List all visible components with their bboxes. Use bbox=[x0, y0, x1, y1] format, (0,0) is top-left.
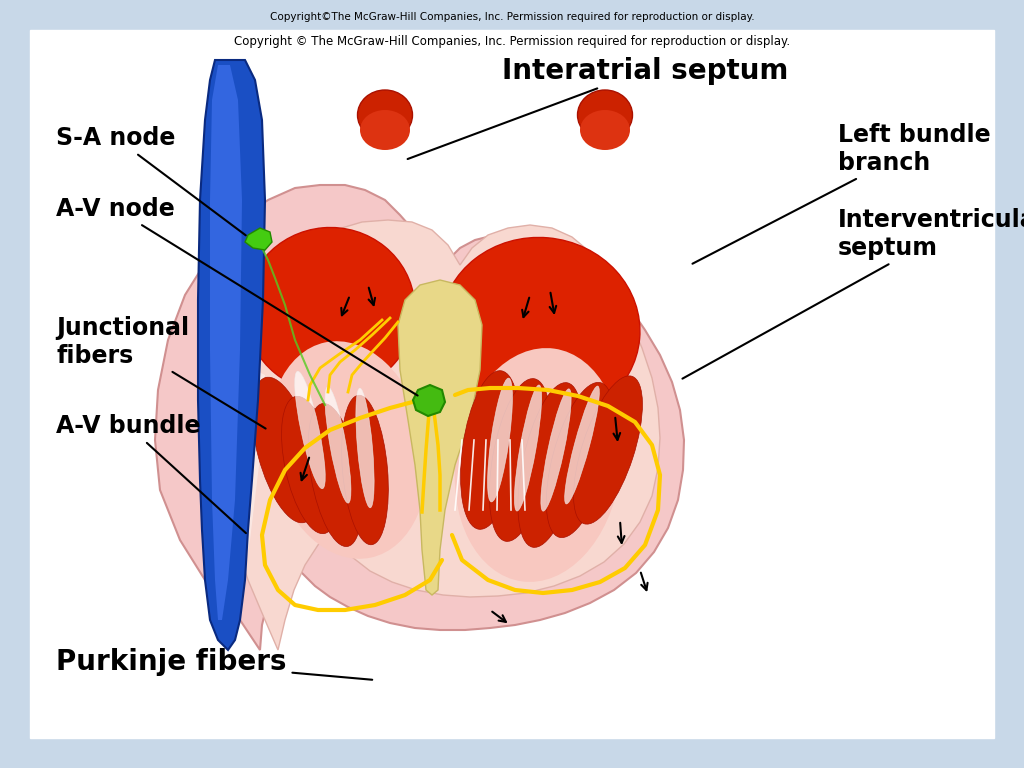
Ellipse shape bbox=[325, 387, 351, 503]
Ellipse shape bbox=[573, 376, 642, 524]
Polygon shape bbox=[218, 220, 660, 650]
Ellipse shape bbox=[357, 90, 413, 140]
Ellipse shape bbox=[308, 403, 361, 547]
Ellipse shape bbox=[578, 90, 633, 140]
Ellipse shape bbox=[440, 237, 640, 422]
Ellipse shape bbox=[487, 378, 512, 502]
Ellipse shape bbox=[564, 386, 599, 504]
Ellipse shape bbox=[342, 396, 388, 545]
Polygon shape bbox=[398, 280, 482, 595]
Ellipse shape bbox=[245, 227, 415, 392]
Ellipse shape bbox=[360, 110, 410, 150]
Ellipse shape bbox=[269, 341, 427, 559]
Text: Purkinje fibers: Purkinje fibers bbox=[56, 648, 373, 680]
Text: Copyright©The McGraw-Hill Companies, Inc. Permission required for reproduction o: Copyright©The McGraw-Hill Companies, Inc… bbox=[269, 12, 755, 22]
Polygon shape bbox=[245, 228, 272, 250]
Ellipse shape bbox=[461, 371, 519, 529]
Ellipse shape bbox=[282, 396, 339, 534]
Polygon shape bbox=[413, 385, 445, 416]
Text: A-V node: A-V node bbox=[56, 197, 418, 396]
Polygon shape bbox=[238, 370, 265, 560]
Text: S-A node: S-A node bbox=[56, 126, 246, 235]
Ellipse shape bbox=[455, 348, 622, 582]
Text: Interventricular
septum: Interventricular septum bbox=[682, 208, 1024, 379]
Ellipse shape bbox=[252, 377, 317, 523]
Text: Left bundle
branch: Left bundle branch bbox=[692, 123, 990, 263]
Text: Junctional
fibers: Junctional fibers bbox=[56, 316, 265, 429]
Text: Copyright © The McGraw-Hill Companies, Inc. Permission required for reproduction: Copyright © The McGraw-Hill Companies, I… bbox=[233, 35, 791, 48]
Ellipse shape bbox=[541, 389, 571, 511]
Ellipse shape bbox=[489, 379, 551, 541]
Text: Interatrial septum: Interatrial septum bbox=[408, 57, 788, 159]
Ellipse shape bbox=[356, 389, 374, 508]
Text: A-V bundle: A-V bundle bbox=[56, 414, 246, 533]
Polygon shape bbox=[198, 60, 265, 650]
Polygon shape bbox=[210, 65, 242, 620]
Ellipse shape bbox=[514, 385, 542, 511]
Ellipse shape bbox=[547, 382, 613, 538]
Ellipse shape bbox=[295, 371, 326, 488]
Ellipse shape bbox=[580, 110, 630, 150]
Ellipse shape bbox=[518, 382, 582, 548]
Polygon shape bbox=[155, 185, 684, 650]
